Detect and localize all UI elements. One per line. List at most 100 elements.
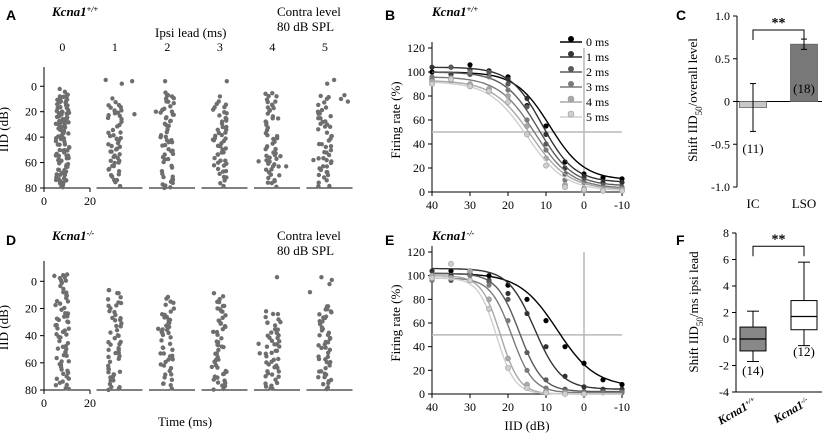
spike-d xyxy=(319,345,324,351)
spike-d xyxy=(168,335,173,340)
y-tick-label-f: 2 xyxy=(723,306,729,320)
spike-d xyxy=(61,289,66,295)
spike-d xyxy=(170,347,175,353)
spike-a xyxy=(165,156,171,162)
spike-a xyxy=(57,161,62,166)
data-point-e xyxy=(505,355,511,362)
data-point-e xyxy=(581,360,587,366)
y-axis-title-c: Shift IID50/overall level xyxy=(685,38,704,162)
spike-d xyxy=(116,356,121,362)
legend-label-b: 3 ms xyxy=(586,80,609,94)
spike-d xyxy=(158,351,163,356)
spike-a xyxy=(272,152,278,158)
spike-a xyxy=(326,138,332,143)
spike-a xyxy=(116,160,121,165)
x-tick-label-b: 10 xyxy=(540,198,552,212)
spike-a xyxy=(274,184,279,190)
y-tick-label-c: 1.0 xyxy=(715,9,730,23)
spike-a xyxy=(316,141,322,147)
data-point-e xyxy=(429,268,435,274)
spike-a xyxy=(110,127,116,133)
spike-d xyxy=(170,353,175,359)
spike-a xyxy=(265,99,270,105)
spike-a xyxy=(316,180,321,185)
spike-d xyxy=(162,315,167,320)
spike-d xyxy=(275,365,280,370)
data-point-b xyxy=(467,83,473,90)
spike-a xyxy=(269,167,274,172)
x-tick-label-b: 30 xyxy=(464,198,476,212)
spike-a xyxy=(275,116,281,121)
curve-b-4 xyxy=(431,80,623,190)
n-label-wildtype: (14) xyxy=(742,363,764,378)
column-label-a: 5 xyxy=(322,40,328,54)
spike-a xyxy=(106,142,111,147)
spike-d xyxy=(328,359,333,365)
spike-a xyxy=(321,155,326,161)
spike-a xyxy=(263,146,268,152)
spike-a xyxy=(58,99,64,104)
spike-a xyxy=(316,172,322,178)
y-tick-label-a: 20 xyxy=(25,105,37,119)
spike-a xyxy=(219,121,225,126)
spike-a xyxy=(274,94,279,99)
spike-d xyxy=(163,302,168,308)
spike-d xyxy=(322,374,327,380)
x-tick-label-e: -10 xyxy=(614,400,630,414)
data-point-b xyxy=(619,176,625,182)
spike-d xyxy=(257,351,262,356)
spike-d xyxy=(316,374,321,380)
spike-a xyxy=(66,155,71,161)
data-point-e xyxy=(505,318,511,324)
spike-a xyxy=(265,132,270,138)
spike-d xyxy=(55,346,61,351)
spike-d xyxy=(167,341,173,347)
genotype-title-b: Kcna1+/+ xyxy=(431,4,478,19)
spike-d xyxy=(263,374,268,379)
spike-a xyxy=(324,164,330,169)
spike-d xyxy=(220,326,226,332)
data-point-e xyxy=(543,344,549,350)
spike-d xyxy=(220,315,225,320)
spike-d xyxy=(159,329,164,334)
legend-label-b: 4 ms xyxy=(586,95,609,109)
spike-a xyxy=(284,164,289,169)
spike-d xyxy=(170,357,175,362)
data-point-e xyxy=(467,268,473,274)
spike-d xyxy=(218,321,224,326)
spike-a xyxy=(105,115,111,121)
spike-d xyxy=(114,303,119,308)
spike-a xyxy=(118,130,123,135)
spike-a xyxy=(265,111,270,116)
y-tick-label-f: -4 xyxy=(719,385,729,399)
spike-d xyxy=(211,387,216,392)
data-point-b xyxy=(486,88,492,95)
spike-a xyxy=(270,116,275,121)
spike-a xyxy=(273,99,278,104)
spike-a xyxy=(322,124,328,129)
panel-label-f: F xyxy=(676,232,685,248)
data-point-e xyxy=(486,282,492,288)
spike-d xyxy=(107,308,112,314)
data-point-e xyxy=(429,275,435,281)
spike-d xyxy=(60,329,66,335)
spike-d xyxy=(64,272,70,277)
spike-a xyxy=(61,130,66,135)
y-tick-label-d: 60 xyxy=(25,356,37,370)
spike-d xyxy=(106,287,112,293)
spike-a xyxy=(328,147,334,153)
spike-d xyxy=(209,364,215,370)
legend-marker-b xyxy=(568,51,574,57)
spike-a xyxy=(116,172,122,177)
spike-d xyxy=(57,301,63,306)
spike-a xyxy=(318,167,324,173)
spike-d xyxy=(265,333,270,338)
spike-a xyxy=(326,152,332,158)
spike-d xyxy=(106,387,111,393)
legend-marker-b xyxy=(568,36,574,42)
spike-a xyxy=(316,102,321,108)
x-tick-label-d: 0 xyxy=(41,396,47,410)
spike-a xyxy=(61,150,67,155)
legend-marker-b xyxy=(567,110,575,118)
spike-a xyxy=(58,104,63,110)
